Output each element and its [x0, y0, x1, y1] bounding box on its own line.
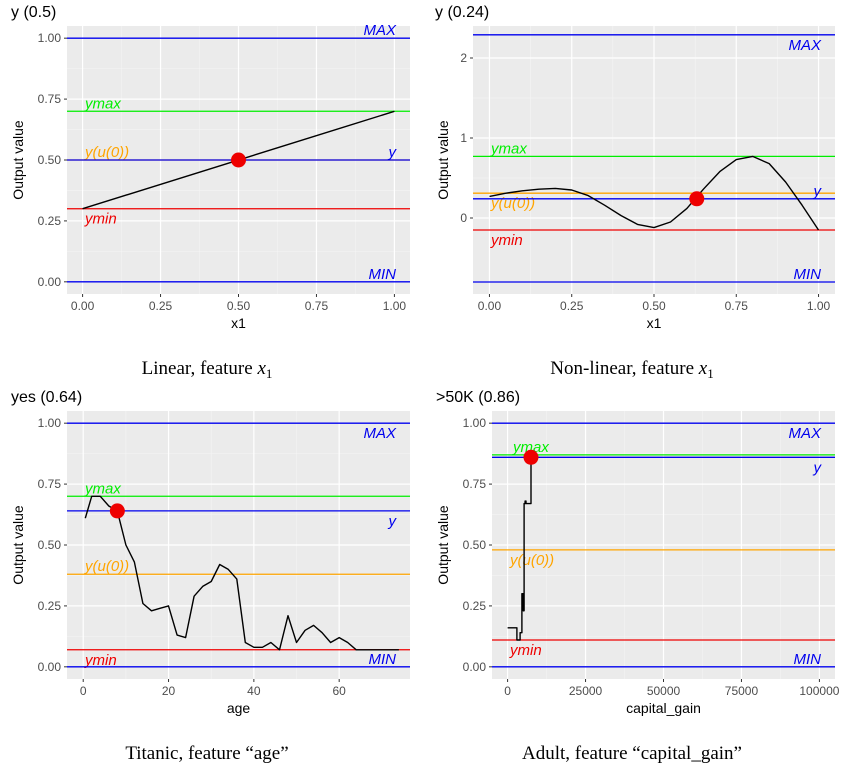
current-instance-point [523, 449, 539, 465]
x-tick-label: 0.25 [149, 299, 173, 313]
y-tick-label: 0.25 [463, 599, 487, 613]
chart-panel-2: 0.00 0.25 0.50 0.75 1.00 0 1 2 MAX ymax y(u(0)) y ym… [435, 4, 835, 331]
reference-label-ymax: ymax [84, 95, 121, 112]
x-axis-label: x1 [231, 315, 246, 331]
output-curve [84, 495, 399, 651]
caption-math: x [256, 358, 266, 379]
reference-label-max: MAX [788, 425, 822, 442]
reference-label-y: y [813, 459, 823, 476]
y-tick-label: 0.50 [38, 538, 62, 552]
x-tick-label: 1.00 [383, 299, 407, 313]
x-tick-label: 0.00 [71, 299, 95, 313]
output-curve [507, 457, 532, 641]
reference-label-max: MAX [788, 37, 822, 54]
reference-label-yu: y(u(0)) [84, 558, 129, 575]
x-tick-label: 0.25 [560, 299, 584, 313]
caption-text: Titanic, feature “age” [125, 743, 288, 764]
y-tick-label: 0.75 [463, 477, 487, 491]
x-tick-label: 0.50 [642, 299, 666, 313]
x-tick-label: 0 [504, 684, 511, 698]
panel-caption-2: Non-linear, feature x1 [550, 358, 713, 381]
caption-subscript: 1 [707, 366, 714, 381]
chart-panel-1: 0.00 0.25 0.50 0.75 1.00 0.00 0.25 0.50 0.75 1.00… [10, 4, 410, 331]
x-tick-label: 50000 [647, 684, 681, 698]
x-tick-label: 60 [333, 684, 347, 698]
panel-caption-1: Linear, feature x1 [142, 358, 273, 381]
x-axis-label: age [227, 700, 251, 716]
y-tick-label: 1.00 [463, 416, 487, 430]
y-axis-label: Output value [10, 505, 26, 585]
caption-subscript: 1 [266, 366, 273, 381]
y-tick-label: 0 [460, 211, 467, 225]
y-axis-label: Output value [435, 505, 451, 585]
panel-title: >50K (0.86) [436, 389, 520, 406]
reference-label-yu: y(u(0)) [84, 144, 129, 161]
y-tick-label: 0.00 [463, 660, 487, 674]
reference-label-ymax: ymax [84, 480, 121, 497]
y-tick-label: 1 [460, 131, 467, 145]
x-tick-label: 20 [162, 684, 176, 698]
x-tick-label: 0.75 [725, 299, 749, 313]
reference-label-min: MIN [794, 266, 822, 283]
reference-label-min: MIN [369, 651, 397, 668]
caption-text: Linear, feature [142, 358, 258, 379]
x-axis-label: x1 [647, 315, 662, 331]
x-tick-label: 0 [80, 684, 87, 698]
caption-math: x [698, 358, 708, 379]
y-tick-label: 2 [460, 51, 467, 65]
caption-text: Non-linear, feature [550, 358, 699, 379]
y-tick-label: 1.00 [38, 31, 62, 45]
x-tick-label: 0.00 [478, 299, 502, 313]
reference-label-y: y [388, 144, 398, 161]
y-tick-label: 0.25 [38, 599, 62, 613]
x-axis-label: capital_gain [626, 700, 701, 716]
x-tick-label: 1.00 [807, 299, 831, 313]
y-axis-label: Output value [10, 120, 26, 200]
y-tick-label: 0.25 [38, 214, 62, 228]
x-tick-label: 0.75 [305, 299, 329, 313]
reference-label-min: MIN [369, 266, 397, 283]
chart-panel-4: 0 25000 50000 75000 100000 0.00 0.25 0.50 0.75 1.… [435, 389, 840, 716]
panel-title: yes (0.64) [11, 389, 82, 406]
x-tick-label: 25000 [569, 684, 603, 698]
reference-label-ymax: ymax [512, 439, 549, 456]
reference-label-max: MAX [363, 425, 397, 442]
panel-caption-3: Titanic, feature “age” [125, 743, 288, 764]
reference-label-y: y [388, 513, 398, 530]
current-instance-point [231, 152, 246, 168]
panel-caption-4: Adult, feature “capital_gain” [522, 743, 742, 764]
y-tick-label: 0.00 [38, 275, 62, 289]
y-tick-label: 0.50 [38, 153, 62, 167]
x-tick-label: 100000 [799, 684, 839, 698]
panel-title: y (0.24) [435, 4, 489, 21]
reference-label-yu: y(u(0)) [509, 552, 554, 569]
reference-label-max: MAX [363, 22, 397, 39]
y-axis-label: Output value [435, 120, 451, 200]
current-instance-point [689, 191, 705, 207]
y-tick-label: 1.00 [38, 416, 62, 430]
reference-label-y: y [813, 183, 823, 200]
chart-panel-3: 0 20 40 60 0.00 0.25 0.50 0.75 1.00 MAX ymax y y(u(0… [10, 389, 410, 716]
output-curve [489, 155, 820, 231]
reference-label-ymax: ymax [490, 140, 527, 157]
reference-label-ymin: ymin [509, 642, 542, 659]
y-tick-label: 0.00 [38, 660, 62, 674]
panel-title: y (0.5) [11, 4, 56, 21]
reference-label-min: MIN [794, 651, 822, 668]
x-tick-label: 75000 [725, 684, 759, 698]
x-tick-label: 0.50 [227, 299, 251, 313]
y-tick-label: 0.75 [38, 92, 62, 106]
reference-label-yu: y(u(0)) [490, 195, 535, 212]
y-tick-label: 0.50 [463, 538, 487, 552]
x-tick-label: 40 [247, 684, 261, 698]
caption-text: Adult, feature “capital_gain” [522, 743, 742, 764]
current-instance-point [109, 503, 125, 519]
reference-label-ymin: ymin [490, 232, 523, 249]
reference-label-ymin: ymin [84, 652, 117, 669]
y-tick-label: 0.75 [38, 477, 62, 491]
reference-label-ymin: ymin [84, 211, 117, 228]
